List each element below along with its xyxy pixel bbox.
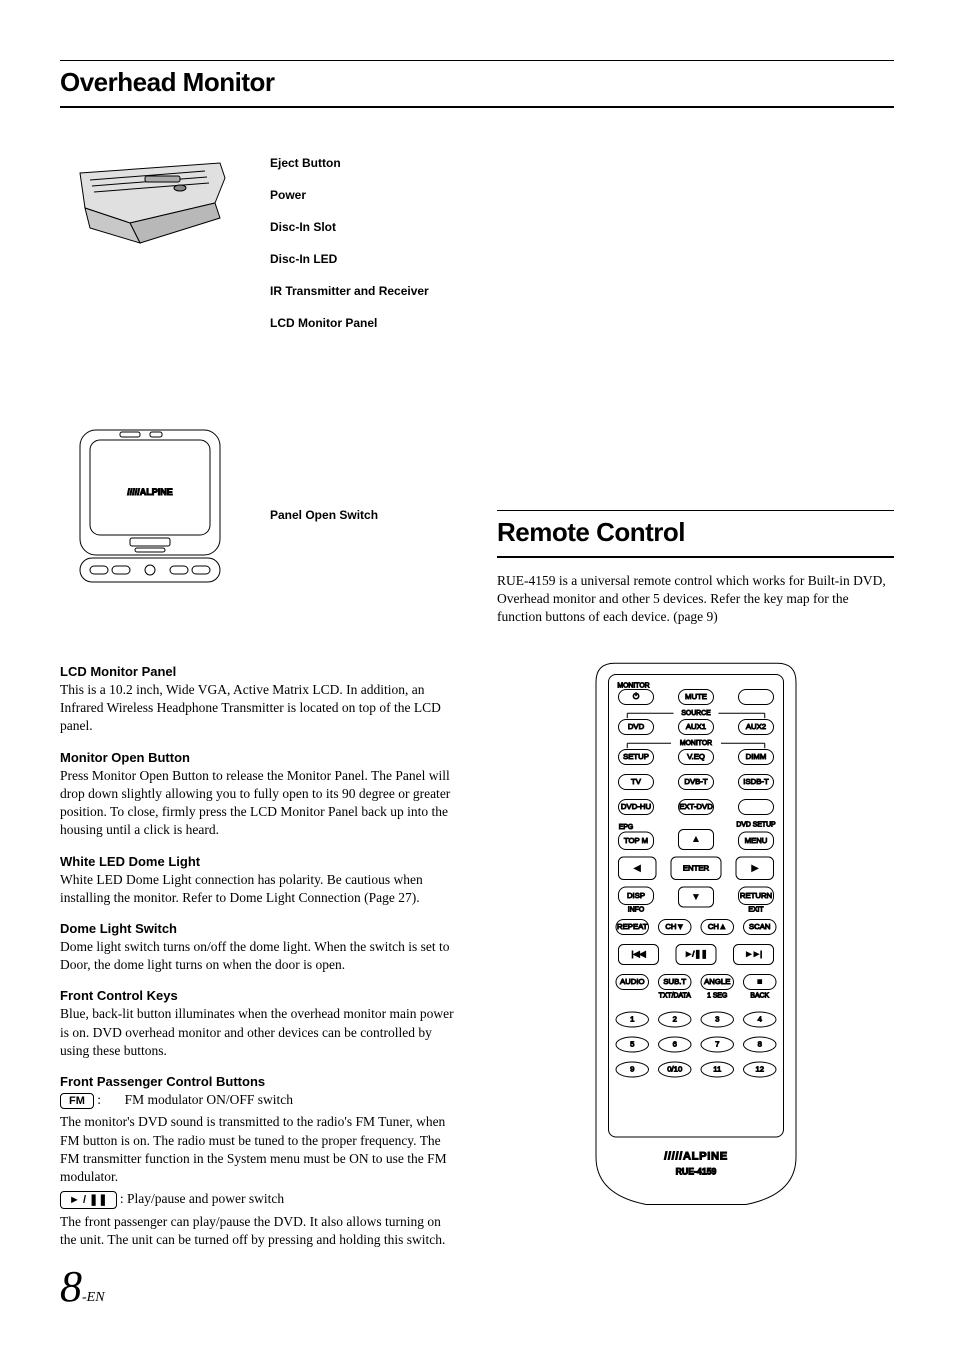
svg-text:MONITOR: MONITOR (679, 740, 711, 747)
svg-text:INFO: INFO (627, 906, 643, 913)
body-play-line: ► / ❚❚ : Play/pause and power switch (60, 1190, 457, 1209)
callout-panel-open: Panel Open Switch (270, 508, 378, 522)
svg-text:TOP M: TOP M (623, 835, 647, 844)
svg-text:AUX2: AUX2 (745, 722, 765, 731)
svg-text:RUE-4159: RUE-4159 (675, 1166, 716, 1176)
svg-text:ISDB-T: ISDB-T (743, 777, 769, 786)
svg-text:BACK: BACK (750, 992, 769, 999)
svg-text:DVB-T: DVB-T (684, 777, 708, 786)
svg-text:3: 3 (715, 1014, 719, 1023)
svg-text:■: ■ (757, 977, 762, 986)
svg-text:REPEAT: REPEAT (617, 922, 648, 931)
lcd-panel-illustration: /////ALPINE (60, 420, 240, 610)
svg-text:ENTER: ENTER (682, 863, 709, 872)
svg-text:EPG: EPG (618, 823, 633, 830)
svg-text:2: 2 (672, 1014, 676, 1023)
svg-text:DVD: DVD (627, 722, 644, 731)
page-number: 8-EN (60, 1261, 105, 1312)
svg-text:DVD-HU: DVD-HU (620, 802, 650, 811)
svg-text:⏻: ⏻ (632, 692, 639, 701)
svg-text:11: 11 (713, 1064, 721, 1073)
svg-text:8: 8 (757, 1039, 761, 1048)
svg-text:DVD SETUP: DVD SETUP (736, 821, 776, 828)
svg-text:MONITOR: MONITOR (617, 682, 649, 689)
svg-text:1 SEG: 1 SEG (707, 992, 727, 999)
callout-label: LCD Monitor Panel (270, 316, 429, 330)
svg-text:V.EQ: V.EQ (687, 752, 705, 761)
svg-text:SUB.T: SUB.T (663, 977, 686, 986)
svg-text://///ALPINE: /////ALPINE (664, 1150, 728, 1162)
overhead-monitor-illustration (60, 148, 240, 318)
svg-text:TV: TV (631, 777, 642, 786)
heading-front-passenger: Front Passenger Control Buttons (60, 1074, 457, 1089)
body-front-keys: Blue, back-lit button illuminates when t… (60, 1005, 457, 1060)
svg-text:ANGLE: ANGLE (704, 977, 730, 986)
body-dome-light: White LED Dome Light connection has pola… (60, 871, 457, 907)
section-title-remote: Remote Control (497, 517, 894, 548)
heading-lcd-monitor: LCD Monitor Panel (60, 664, 457, 679)
callout-label: Disc-In Slot (270, 220, 429, 234)
remote-intro: RUE-4159 is a universal remote control w… (497, 572, 894, 627)
callout-label: IR Transmitter and Receiver (270, 284, 429, 298)
svg-text:►/❚❚: ►/❚❚ (684, 949, 707, 958)
callout-label: Disc-In LED (270, 252, 429, 266)
body-dome-switch: Dome light switch turns on/off the dome … (60, 938, 457, 974)
svg-text:|◀◀: |◀◀ (631, 949, 646, 958)
svg-text:9: 9 (630, 1064, 634, 1073)
svg-text:SCAN: SCAN (748, 922, 770, 931)
section-title-overhead: Overhead Monitor (60, 67, 894, 98)
heading-front-keys: Front Control Keys (60, 988, 457, 1003)
svg-text:4: 4 (757, 1014, 762, 1023)
svg-text:DISP: DISP (626, 890, 644, 899)
svg-text:MENU: MENU (744, 835, 767, 844)
svg-text:DIMM: DIMM (745, 752, 766, 761)
heading-dome-light: White LED Dome Light (60, 854, 457, 869)
callout-label: Eject Button (270, 156, 429, 170)
body-fm-desc: The monitor's DVD sound is transmitted t… (60, 1113, 457, 1186)
svg-text:12: 12 (755, 1064, 764, 1073)
svg-text:►►|: ►►| (744, 949, 761, 958)
svg-text:7: 7 (715, 1039, 719, 1048)
svg-text:▲: ▲ (692, 834, 700, 843)
svg-text:SOURCE: SOURCE (681, 710, 711, 717)
heading-open-button: Monitor Open Button (60, 750, 457, 765)
svg-text:MUTE: MUTE (685, 692, 707, 701)
remote-illustration: MONITOR ⏻ MUTE SOURCE DVD (571, 657, 821, 1217)
body-fm-line: FM : FM modulator ON/OFF switch (60, 1091, 457, 1109)
svg-text:AUDIO: AUDIO (619, 977, 644, 986)
callout-label: Power (270, 188, 429, 202)
svg-text:1: 1 (630, 1014, 634, 1023)
svg-text:0/10: 0/10 (667, 1064, 682, 1073)
svg-text:AUX1: AUX1 (685, 722, 705, 731)
svg-text:EXIT: EXIT (748, 906, 764, 913)
fm-badge: FM (60, 1093, 94, 1109)
play-pause-badge: ► / ❚❚ (60, 1191, 117, 1209)
svg-text:EXT-DVD: EXT-DVD (679, 802, 713, 811)
heading-dome-switch: Dome Light Switch (60, 921, 457, 936)
svg-text://///ALPINE: /////ALPINE (127, 487, 173, 497)
svg-text:CH▲: CH▲ (707, 922, 726, 931)
svg-text:▼: ▼ (692, 892, 700, 901)
svg-text:SETUP: SETUP (623, 752, 649, 761)
svg-text:6: 6 (672, 1039, 676, 1048)
svg-text:RETURN: RETURN (739, 890, 771, 899)
svg-text:5: 5 (630, 1039, 634, 1048)
svg-text:CH▼: CH▼ (665, 922, 684, 931)
body-play-desc: The front passenger can play/pause the D… (60, 1213, 457, 1249)
svg-text:▶: ▶ (751, 863, 758, 872)
svg-text:TXT/DATA: TXT/DATA (658, 992, 691, 999)
svg-text:◀: ◀ (634, 863, 641, 872)
body-lcd-monitor: This is a 10.2 inch, Wide VGA, Active Ma… (60, 681, 457, 736)
body-open-button: Press Monitor Open Button to release the… (60, 767, 457, 840)
